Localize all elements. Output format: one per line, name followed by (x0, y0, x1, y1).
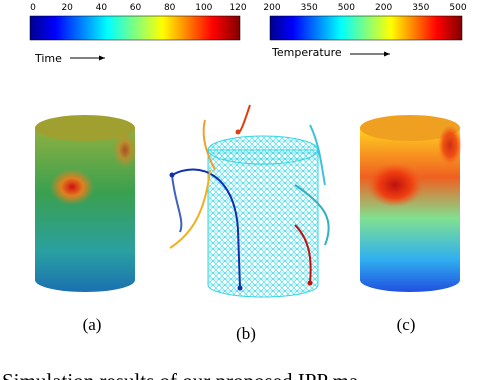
tick-label: 350 (301, 3, 318, 13)
cylinder-c (360, 115, 462, 292)
tick-label: 120 (229, 3, 246, 13)
tick-label: 500 (449, 3, 466, 13)
tick-label: 500 (338, 3, 355, 13)
panel-label: (b) (236, 324, 256, 343)
caption: Simulation results of our proposed IPP m… (2, 369, 359, 380)
colorbar-temperature: Temperature 200 350 500 200 350 500 (263, 3, 466, 59)
tick-label: 350 (412, 3, 429, 13)
arrowhead (99, 55, 105, 61)
tick-label: 200 (375, 3, 392, 13)
colorbar-time: Time 0 20 40 60 80 100 120 (29, 3, 247, 65)
tick-label: 100 (195, 3, 212, 13)
tick-label: 60 (130, 3, 142, 13)
tick-label: 200 (263, 3, 280, 13)
tick-label: 20 (61, 3, 73, 13)
tick-label: 0 (30, 3, 36, 13)
colorbar (269, 15, 463, 41)
cylinder-b (169, 104, 330, 298)
panel-label: (a) (83, 315, 102, 334)
tick-label: 80 (164, 3, 176, 13)
colorbar-label: Time (34, 52, 62, 65)
colorbar (29, 15, 241, 41)
arrowhead (384, 51, 390, 57)
panel-label: (c) (397, 315, 416, 334)
colorbar-label: Temperature (271, 46, 342, 59)
tick-label: 40 (96, 3, 108, 13)
cylinder-a (35, 115, 137, 292)
